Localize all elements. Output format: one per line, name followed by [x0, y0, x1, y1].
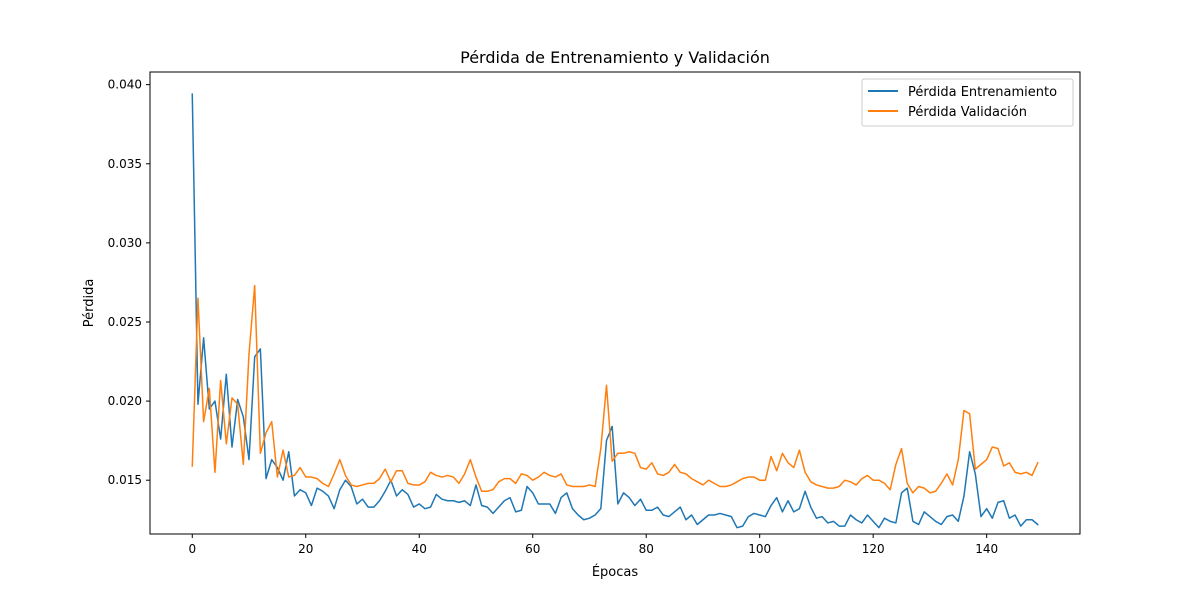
x-tick-label: 40	[412, 542, 427, 556]
y-tick-label: 0.015	[108, 473, 142, 487]
y-tick-label: 0.030	[108, 236, 142, 250]
y-axis: 0.015 0.020 0.025 0.030 0.035 0.040	[108, 78, 150, 487]
legend: Pérdida Entrenamiento Pérdida Validación	[861, 78, 1074, 127]
x-tick-label: 20	[298, 542, 313, 556]
y-tick-label: 0.025	[108, 315, 142, 329]
series-line-0	[191, 93, 1039, 529]
x-tick-label: 120	[862, 542, 885, 556]
y-tick-label: 0.040	[108, 78, 142, 92]
x-tick-label: 80	[639, 542, 654, 556]
series-line-1	[191, 284, 1039, 494]
x-tick-label: 0	[188, 542, 196, 556]
y-tick-label: 0.035	[108, 157, 142, 171]
y-axis-title: Pérdida	[82, 279, 97, 328]
x-tick-label: 100	[748, 542, 771, 556]
plot-area	[191, 93, 1039, 529]
axes-frame	[149, 71, 1081, 535]
y-tick-label: 0.020	[108, 394, 142, 408]
legend-label-train: Pérdida Entrenamiento	[908, 85, 1057, 100]
x-tick-label: 60	[525, 542, 540, 556]
chart-title: Pérdida de Entrenamiento y Validación	[460, 48, 770, 67]
legend-label-validation: Pérdida Validación	[908, 105, 1027, 120]
x-axis-title: Épocas	[592, 564, 639, 580]
x-axis: 0 20 40 60 80 100 120 140	[188, 534, 998, 556]
x-tick-label: 140	[975, 542, 998, 556]
legend-box	[861, 78, 1074, 127]
